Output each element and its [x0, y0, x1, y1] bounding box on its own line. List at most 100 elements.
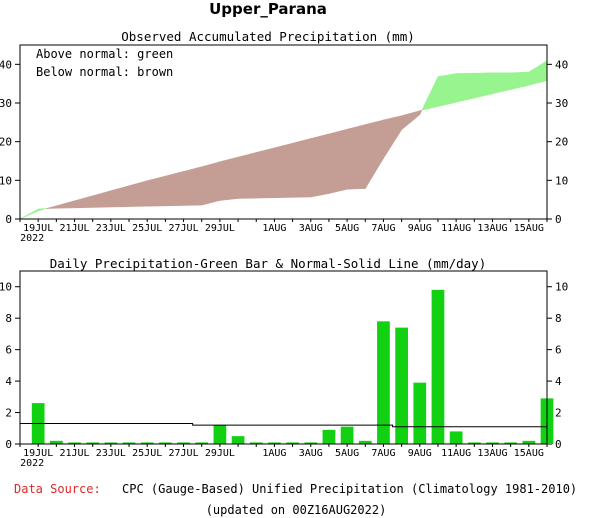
legend-above-normal: Above normal: green: [36, 47, 173, 61]
bottom-xtick-label: 3AUG: [299, 448, 323, 459]
top-xtick-label: 3AUG: [299, 223, 323, 234]
bottom-xtick-year: 2022: [20, 458, 44, 469]
bottom-xtick-label: 5AUG: [335, 448, 359, 459]
bottom-plot-frame: [19, 270, 548, 445]
below-normal-area: [219, 156, 239, 201]
daily-precipitation-bar: [467, 442, 481, 444]
daily-precipitation-bar: [322, 429, 336, 444]
bottom-xtick-label: 1AUG: [262, 448, 286, 459]
bottom-ytick-label-left: 6: [5, 344, 12, 357]
top-xtick-label: 11AUG: [441, 223, 471, 234]
normal-precipitation-line: [20, 423, 547, 428]
below-normal-area: [346, 124, 366, 190]
below-normal-area: [201, 161, 221, 206]
below-normal-area: [364, 119, 384, 190]
bottom-ytick-label-right: 4: [555, 375, 562, 388]
bottom-xtick-label: 29JUL: [205, 448, 235, 459]
above-normal-area: [492, 72, 511, 95]
updated-note: (updated on 00Z16AUG2022): [206, 503, 387, 517]
bottom-xtick-label: 27JUL: [168, 448, 198, 459]
bottom-xtick-label: 9AUG: [408, 448, 432, 459]
bottom-ytick-label-left: 8: [5, 312, 12, 325]
daily-precipitation-bar: [268, 442, 281, 444]
top-chart-title: Observed Accumulated Precipitation (mm): [121, 29, 415, 44]
bottom-xtick-label: 7AUG: [371, 448, 395, 459]
daily-precipitation-bar: [213, 425, 227, 444]
daily-precipitation-bar: [177, 442, 190, 444]
above-normal-area: [437, 73, 457, 107]
top-xtick-label: 19JUL: [23, 223, 53, 234]
top-ytick-label-left: 10: [0, 174, 12, 187]
below-normal-area: [292, 138, 312, 198]
bottom-xtick-label: 25JUL: [132, 448, 162, 459]
bottom-ytick-label-right: 6: [555, 344, 562, 357]
bottom-ytick-label-right: 10: [555, 281, 568, 294]
daily-precipitation-bar: [122, 442, 136, 444]
top-ytick-label-left: 0: [5, 213, 12, 226]
top-xtick-label: 25JUL: [132, 223, 162, 234]
daily-precipitation-bar: [449, 431, 463, 444]
daily-precipitation-bar: [104, 442, 118, 444]
top-ytick-label-right: 0: [555, 213, 562, 226]
top-ytick-label-left: 30: [0, 97, 12, 110]
top-xtick-label: 23JUL: [96, 223, 126, 234]
below-normal-area: [255, 147, 275, 199]
bottom-xtick-label: 15AUG: [514, 448, 544, 459]
bottom-ytick-label-left: 4: [5, 375, 12, 388]
daily-precipitation-bar: [159, 442, 172, 444]
below-normal-area: [165, 171, 184, 207]
below-normal-area: [328, 128, 348, 194]
data-source-label: Data Source:: [14, 482, 101, 496]
top-xtick-label: 27JUL: [168, 223, 198, 234]
above-normal-area: [528, 60, 548, 86]
top-ytick-label-left: 20: [0, 136, 12, 149]
daily-precipitation-bar: [522, 440, 536, 444]
top-xtick-label: 7AUG: [371, 223, 395, 234]
daily-precipitation-bar: [195, 442, 209, 444]
above-normal-area: [421, 76, 439, 111]
top-xtick-label: 29JUL: [205, 223, 235, 234]
daily-precipitation-bar: [486, 442, 499, 444]
top-xtick-label: 9AUG: [408, 223, 432, 234]
daily-precipitation-bar: [249, 442, 263, 444]
below-normal-area: [274, 142, 293, 199]
below-normal-area: [310, 133, 330, 198]
bottom-xtick-label: 13AUG: [477, 448, 507, 459]
below-normal-area: [74, 195, 93, 209]
top-xtick-label: 13AUG: [477, 223, 507, 234]
daily-precipitation-bar: [340, 426, 354, 444]
below-normal-area: [183, 166, 203, 206]
daily-precipitation-bar: [504, 442, 518, 444]
daily-precipitation-bar: [431, 289, 445, 444]
top-xtick-label: 5AUG: [335, 223, 359, 234]
top-ytick-label-right: 20: [555, 136, 568, 149]
below-normal-area: [92, 190, 112, 208]
below-normal-area: [401, 110, 421, 131]
bottom-ytick-label-right: 0: [555, 438, 562, 451]
top-ytick-label-right: 30: [555, 97, 568, 110]
above-normal-area: [510, 71, 530, 90]
above-normal-area: [19, 208, 39, 220]
daily-precipitation-bar: [86, 442, 100, 444]
bottom-chart-title: Daily Precipitation-Green Bar & Normal-S…: [50, 256, 487, 271]
above-normal-area: [474, 72, 493, 99]
below-normal-area: [110, 185, 130, 208]
top-ytick-label-right: 40: [555, 58, 568, 71]
top-xtick-label: 21JUL: [59, 223, 89, 234]
below-normal-area: [419, 109, 423, 115]
daily-precipitation-bar: [395, 327, 408, 444]
below-normal-area: [383, 115, 402, 160]
top-xtick-label: 1AUG: [262, 223, 286, 234]
bottom-ytick-label-right: 2: [555, 407, 562, 420]
below-normal-area: [128, 180, 148, 207]
figure-title: Upper_Parana: [209, 0, 327, 18]
top-xtick-year: 2022: [20, 233, 44, 244]
top-ytick-label-right: 10: [555, 174, 568, 187]
daily-precipitation-bar: [231, 436, 245, 444]
data-source-text: CPC (Gauge-Based) Unified Precipitation …: [122, 482, 577, 496]
daily-precipitation-bar: [413, 382, 427, 444]
bottom-ytick-label-left: 0: [5, 438, 12, 451]
bottom-ytick-label-left: 2: [5, 407, 12, 420]
